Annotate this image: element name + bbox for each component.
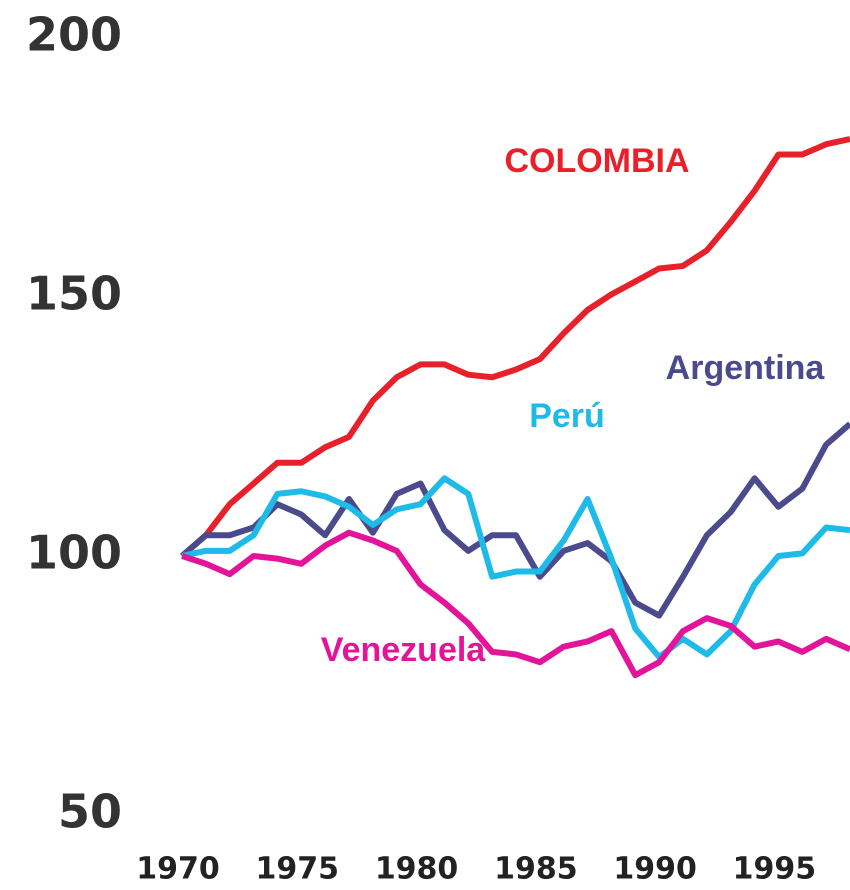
- x-tick-label: 1990: [613, 852, 697, 887]
- y-tick-label: 200: [26, 8, 122, 62]
- series-label: Argentina: [666, 349, 826, 387]
- x-tick-label: 1995: [733, 852, 817, 887]
- x-tick-label: 1985: [494, 852, 578, 887]
- y-tick-label: 150: [26, 267, 122, 321]
- x-tick-label: 1970: [136, 852, 220, 887]
- x-tick-label: 1975: [256, 852, 340, 887]
- series-label: COLOMBIA: [504, 142, 689, 180]
- x-tick-label: 1980: [375, 852, 459, 887]
- series-label: Venezuela: [321, 631, 487, 669]
- series-line: [180, 421, 850, 619]
- y-tick-label: 100: [26, 526, 122, 580]
- series-line: [180, 136, 850, 559]
- series-label: Perú: [529, 397, 605, 435]
- series-line: [181, 475, 850, 661]
- y-tick-label: 50: [58, 785, 122, 839]
- series-line: [181, 529, 850, 679]
